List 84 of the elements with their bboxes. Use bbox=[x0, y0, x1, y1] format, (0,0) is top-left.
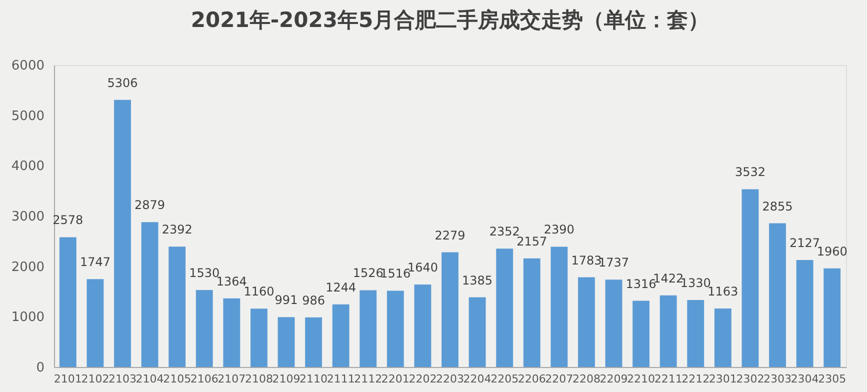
bar bbox=[332, 304, 350, 367]
bar bbox=[196, 290, 213, 367]
bar bbox=[714, 308, 732, 367]
bar bbox=[796, 260, 814, 367]
data-label: 1747 bbox=[80, 255, 110, 270]
x-tick-label: 2105 bbox=[163, 372, 192, 386]
x-tick-label: 2304 bbox=[790, 372, 819, 386]
bar bbox=[59, 237, 76, 367]
x-tick-label: 2302 bbox=[736, 372, 764, 386]
bar bbox=[114, 100, 131, 367]
x-tick-label: 2212 bbox=[682, 372, 710, 386]
bar bbox=[86, 279, 104, 367]
y-tick-label: 4000 bbox=[11, 159, 44, 174]
bar bbox=[523, 258, 540, 367]
data-label: 1316 bbox=[626, 276, 656, 291]
y-tick-label: 2000 bbox=[11, 260, 44, 275]
bar bbox=[141, 222, 158, 367]
bar bbox=[278, 317, 295, 367]
x-tick-label: 2206 bbox=[518, 372, 546, 386]
x-tick-label: 2107 bbox=[218, 372, 246, 386]
data-label: 991 bbox=[274, 293, 298, 308]
x-tick-label: 2210 bbox=[627, 372, 656, 386]
x-tick-label: 2101 bbox=[54, 372, 82, 386]
x-tick-label: 2108 bbox=[244, 372, 273, 386]
x-tick-label: 2110 bbox=[300, 372, 328, 386]
bar bbox=[223, 298, 240, 367]
data-label: 2879 bbox=[134, 198, 166, 212]
x-tick-label: 2106 bbox=[190, 372, 218, 386]
data-label: 2392 bbox=[162, 222, 192, 237]
x-tick-label: 2205 bbox=[490, 372, 519, 386]
bar bbox=[386, 290, 404, 367]
bar bbox=[496, 248, 514, 367]
y-tick-label: 0 bbox=[36, 360, 44, 376]
bar bbox=[660, 295, 677, 367]
y-tick-label: 3000 bbox=[11, 210, 44, 224]
data-label: 5306 bbox=[107, 76, 138, 90]
chart-title: 2021年-2023年5月合肥二手房成交走势（单位：套） bbox=[190, 8, 710, 32]
data-label: 1526 bbox=[352, 266, 384, 280]
bar bbox=[305, 317, 322, 367]
bar bbox=[168, 246, 186, 367]
y-tick-label: 6000 bbox=[11, 58, 44, 74]
data-label: 2279 bbox=[434, 228, 466, 242]
bar bbox=[360, 290, 377, 367]
data-label: 1160 bbox=[244, 284, 274, 299]
data-label: 3532 bbox=[734, 165, 766, 180]
data-label: 986 bbox=[302, 293, 325, 308]
x-tick-label: 2104 bbox=[136, 372, 164, 386]
x-tick-label: 2305 bbox=[818, 372, 846, 386]
bar bbox=[250, 308, 268, 367]
bar bbox=[605, 280, 622, 367]
bar bbox=[687, 300, 704, 367]
data-label: 2855 bbox=[762, 199, 793, 214]
data-label: 1385 bbox=[462, 273, 493, 288]
x-tick-label: 2111 bbox=[326, 372, 355, 386]
data-label: 2578 bbox=[52, 213, 84, 228]
bar bbox=[442, 252, 458, 367]
y-tick-label: 1000 bbox=[11, 310, 44, 326]
x-tick-label: 2211 bbox=[654, 372, 682, 386]
y-tick-label: 5000 bbox=[11, 108, 44, 124]
data-label: 1244 bbox=[326, 280, 356, 294]
x-tick-label: 2109 bbox=[272, 372, 300, 386]
x-tick-label: 2103 bbox=[108, 372, 136, 386]
bar bbox=[468, 297, 486, 367]
data-label: 2157 bbox=[516, 234, 548, 248]
x-tick-label: 2112 bbox=[354, 372, 382, 386]
x-tick-label: 2207 bbox=[545, 372, 574, 386]
x-tick-label: 2102 bbox=[81, 372, 110, 386]
bar bbox=[824, 268, 841, 367]
x-tick-label: 2202 bbox=[408, 372, 437, 386]
bar bbox=[742, 189, 759, 367]
bar bbox=[550, 246, 568, 367]
data-label: 1960 bbox=[816, 244, 848, 258]
bar bbox=[414, 284, 432, 367]
bar bbox=[632, 300, 650, 367]
data-label: 2390 bbox=[544, 222, 574, 237]
x-tick-label: 2204 bbox=[463, 372, 492, 386]
bar bbox=[578, 277, 595, 367]
bar bbox=[769, 223, 786, 367]
x-tick-label: 2209 bbox=[600, 372, 628, 386]
x-tick-label: 2203 bbox=[436, 372, 464, 386]
x-tick-label: 2303 bbox=[764, 372, 792, 386]
x-tick-label: 2301 bbox=[708, 372, 737, 386]
x-tick-label: 2208 bbox=[572, 372, 600, 386]
x-tick-label: 2201 bbox=[381, 372, 410, 386]
